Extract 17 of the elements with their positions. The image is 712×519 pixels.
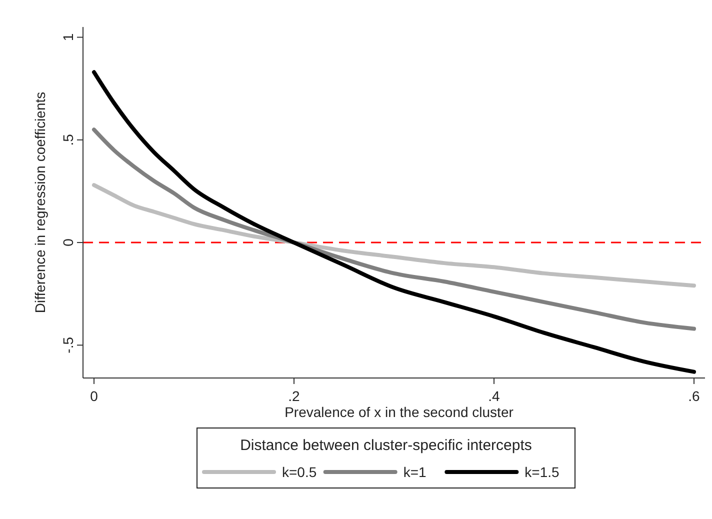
x-tick-label: .4 bbox=[488, 388, 500, 404]
y-tick-label: -.5 bbox=[60, 336, 76, 354]
legend-label: k=1 bbox=[403, 464, 427, 480]
x-tick-label: .2 bbox=[288, 388, 300, 404]
x-tick-label: 0 bbox=[90, 388, 98, 404]
y-axis-title: Difference in regression coefficients bbox=[32, 92, 48, 314]
x-axis-title: Prevalence of x in the second cluster bbox=[284, 404, 514, 420]
x-tick-label: .6 bbox=[688, 388, 700, 404]
y-tick-label: .5 bbox=[60, 134, 76, 146]
legend-label: k=0.5 bbox=[282, 464, 317, 480]
y-tick-label: 0 bbox=[60, 238, 76, 246]
y-tick-label: 1 bbox=[60, 33, 76, 42]
line-series bbox=[92, 70, 696, 374]
legend-title: Distance between cluster-specific intercepts bbox=[240, 437, 532, 454]
legend-label: k=1.5 bbox=[524, 464, 560, 480]
line-series bbox=[92, 183, 696, 288]
line-series bbox=[92, 128, 696, 331]
